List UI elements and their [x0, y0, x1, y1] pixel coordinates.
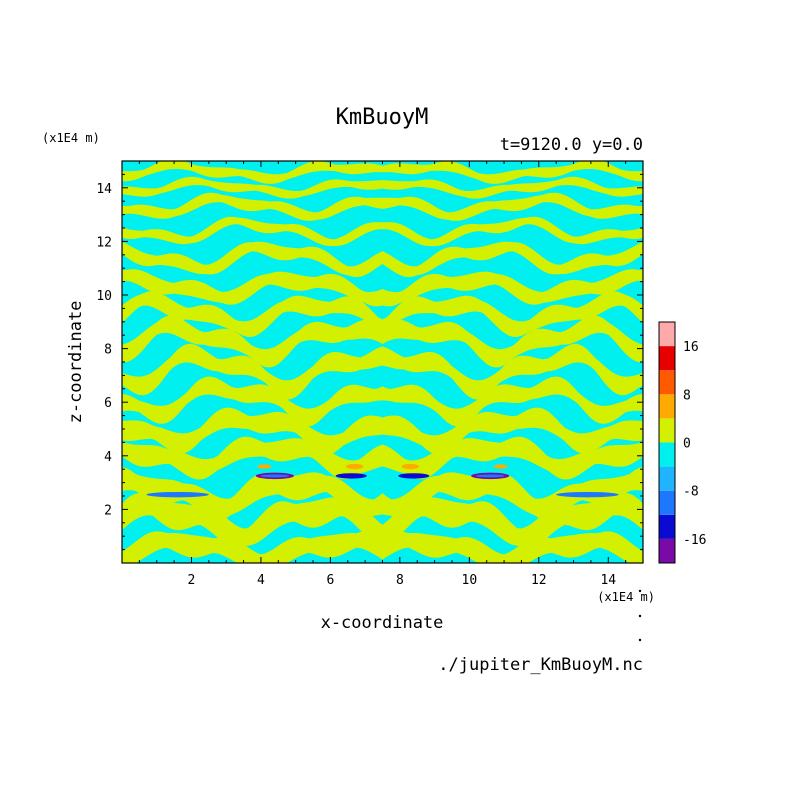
- contour-field: [122, 161, 643, 563]
- contour-feature-core: [475, 474, 505, 478]
- y-tick-label: 10: [96, 289, 112, 304]
- marker-dot: [638, 638, 642, 642]
- positive-band: [122, 161, 643, 184]
- contour-feature: [556, 491, 619, 498]
- colorbar-level: [659, 418, 675, 443]
- chart-subtitle: t=9120.0 y=0.0: [500, 135, 643, 155]
- y-tick-label: 4: [104, 450, 112, 465]
- colorbar-level: [659, 394, 675, 419]
- colorbar-frame: [658, 321, 676, 564]
- contour-feature: [493, 464, 508, 469]
- positive-band: [122, 436, 643, 480]
- x-unit-label: (x1E4 m): [597, 590, 655, 604]
- positive-band: [122, 291, 643, 337]
- positive-band: [122, 343, 643, 400]
- x-tick-label: 4: [257, 573, 265, 588]
- positive-band: [122, 176, 643, 199]
- colorbar-tick-label: 0: [683, 437, 691, 452]
- colorbar-level: [659, 370, 675, 395]
- y-tick-label: 8: [104, 343, 112, 358]
- colorbar-tick-label: 8: [683, 388, 691, 403]
- marker-dot: [638, 614, 642, 618]
- marker-dot: [638, 589, 642, 593]
- contour-feature: [346, 463, 364, 470]
- axis-ticks: 2 4 6 8 10 12 14 2 4 6 8 10 12 14: [96, 160, 644, 588]
- y-unit-label: (x1E4 m): [42, 131, 100, 145]
- source-file-label: ./jupiter_KmBuoyM.nc: [438, 655, 643, 675]
- positive-band: [122, 315, 643, 368]
- chart-title: KmBuoyM: [336, 105, 429, 130]
- x-axis-label: x-coordinate: [321, 613, 444, 633]
- colorbar-level: [659, 514, 675, 539]
- contour-feature: [511, 439, 532, 446]
- x-tick-label: 10: [462, 573, 478, 588]
- contour-feature-core: [260, 474, 290, 478]
- y-tick-label: 6: [104, 396, 112, 411]
- positive-band: [122, 192, 643, 221]
- positive-band: [122, 269, 643, 307]
- x-tick-label: 6: [326, 573, 334, 588]
- colorbar-level: [659, 466, 675, 491]
- positive-band: [122, 376, 643, 427]
- colorbar-tick-label: 16: [683, 340, 699, 355]
- positive-band: [122, 466, 643, 521]
- positive-band: [122, 216, 643, 247]
- y-tick-label: 2: [104, 503, 112, 518]
- y-tick-label: 14: [96, 182, 112, 197]
- contour-feature: [257, 464, 272, 469]
- colorbar-level: [659, 346, 675, 371]
- positive-band: [122, 407, 643, 455]
- positive-band: [122, 493, 643, 549]
- contour-feature: [146, 491, 209, 498]
- contour-feature: [401, 463, 419, 470]
- contour-feature: [335, 473, 367, 479]
- colorbar-level: [659, 442, 675, 467]
- contour-feature: [233, 439, 254, 446]
- colorbar: 16 8 0 -8 -16: [658, 321, 706, 564]
- colorbar-tick-label: -16: [683, 533, 706, 548]
- x-tick-label: 8: [396, 573, 404, 588]
- y-tick-label: 12: [96, 235, 112, 250]
- colorbar-level: [659, 538, 675, 563]
- colorbar-tick-label: -8: [683, 485, 699, 500]
- y-axis-label: z-coordinate: [66, 301, 86, 424]
- x-tick-label: 2: [188, 573, 196, 588]
- colorbar-level: [659, 490, 675, 515]
- colorbar-level: [659, 322, 675, 347]
- x-tick-label: 14: [600, 573, 616, 588]
- positive-band: [122, 531, 643, 563]
- positive-band: [122, 241, 643, 278]
- x-tick-label: 12: [531, 573, 547, 588]
- contour-feature: [398, 473, 430, 479]
